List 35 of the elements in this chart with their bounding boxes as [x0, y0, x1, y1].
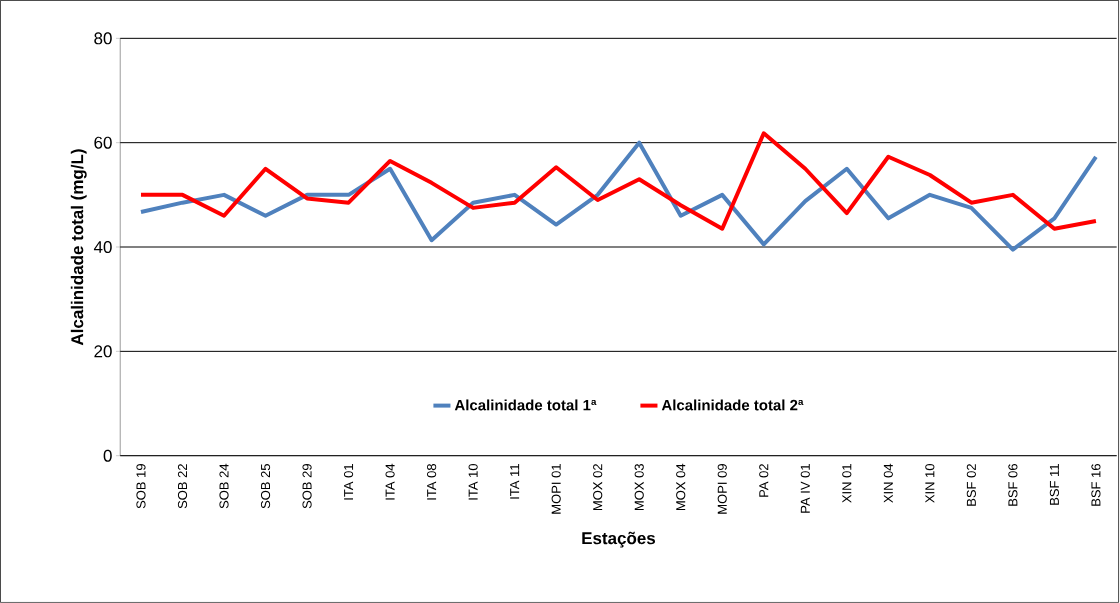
y-axis-title: Alcalinidade total (mg/L) — [70, 149, 87, 346]
y-tick-label: 60 — [94, 136, 112, 149]
x-tick-label: ITA 10 — [468, 464, 478, 500]
y-tick-label: 40 — [93, 241, 112, 254]
x-tick-label: BSF 16 — [1091, 464, 1101, 506]
x-tick-label: SOB 19 — [136, 464, 146, 509]
x-tick-label: SOB 24 — [219, 463, 229, 509]
legend-label: Alcalinidade total 1ª — [454, 399, 597, 411]
y-tick-label: 20 — [94, 345, 112, 358]
x-tick-label: ITA 04 — [385, 463, 395, 500]
x-tick-label: PA 02 — [759, 464, 769, 497]
line-series — [138, 140, 1098, 252]
x-tick-label: BSF 06 — [1008, 464, 1018, 506]
x-tick-label: MOPI 09 — [717, 464, 727, 514]
x-tick-label: BSF 02 — [966, 464, 976, 506]
x-tick-label: ITA 01 — [343, 464, 354, 500]
x-tick-label: MOX 03 — [634, 464, 644, 511]
x-axis-title: Estações — [582, 531, 656, 548]
x-tick-label: SOB 29 — [302, 464, 312, 509]
x-tick-label: MOX 04 — [676, 463, 686, 511]
x-tick-label: ITA 11 — [510, 464, 520, 499]
x-tick-label: ITA 08 — [427, 464, 437, 500]
x-tick-label: MOX 02 — [593, 464, 603, 511]
legend-label: Alcalinidade total 2ª — [661, 399, 804, 411]
x-tick-label: XIN 10 — [925, 464, 935, 503]
line-series — [138, 131, 1098, 231]
x-tick-label: XIN 01 — [842, 464, 852, 503]
x-tick-label: XIN 04 — [883, 463, 893, 503]
y-tick-label: 0 — [103, 449, 112, 462]
x-tick-label: PA IV 01 — [800, 464, 810, 513]
y-tick-label: 80 — [94, 32, 112, 45]
x-tick-label: BSF 11 — [1049, 464, 1059, 505]
x-tick-label: SOB 22 — [177, 464, 188, 509]
x-tick-label: MOPI 01 — [551, 464, 561, 514]
x-tick-label: SOB 25 — [260, 464, 271, 509]
